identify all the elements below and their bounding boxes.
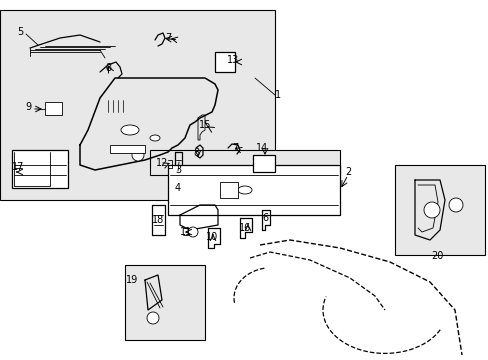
Text: 17: 17 (12, 162, 24, 172)
Circle shape (132, 149, 143, 161)
Text: 18: 18 (152, 215, 164, 225)
Text: 16: 16 (238, 223, 251, 233)
Bar (150, 150, 339, 175)
Text: 10: 10 (205, 232, 218, 242)
Bar (252, 155, 274, 172)
Text: 14: 14 (255, 143, 267, 153)
Bar (215, 52, 235, 72)
Ellipse shape (121, 125, 139, 135)
Text: 7: 7 (164, 33, 171, 43)
Circle shape (187, 227, 198, 237)
Text: 1: 1 (274, 90, 281, 100)
Text: 6: 6 (262, 213, 267, 223)
Circle shape (423, 202, 439, 218)
Text: 19: 19 (125, 275, 138, 285)
Text: 4: 4 (175, 183, 181, 193)
Text: 5: 5 (17, 27, 23, 37)
Ellipse shape (238, 186, 251, 194)
Ellipse shape (150, 135, 160, 141)
Text: 7: 7 (231, 143, 238, 153)
Bar (125, 265, 204, 340)
Bar (220, 182, 238, 198)
Text: 12: 12 (156, 158, 168, 168)
Text: 3: 3 (175, 165, 181, 175)
Circle shape (448, 198, 462, 212)
Bar (45, 102, 62, 115)
Bar (0, 10, 274, 200)
Text: 2: 2 (344, 167, 350, 177)
Text: 13: 13 (226, 55, 239, 65)
Bar (168, 165, 339, 215)
Text: 11: 11 (180, 227, 192, 237)
Bar (12, 150, 68, 188)
Bar (110, 145, 145, 153)
Text: 9: 9 (25, 102, 31, 112)
Circle shape (147, 312, 159, 324)
Text: 15: 15 (199, 120, 211, 130)
Text: 20: 20 (430, 251, 442, 261)
Text: 8: 8 (105, 63, 111, 73)
Text: 8: 8 (193, 148, 199, 158)
Bar (394, 165, 484, 255)
